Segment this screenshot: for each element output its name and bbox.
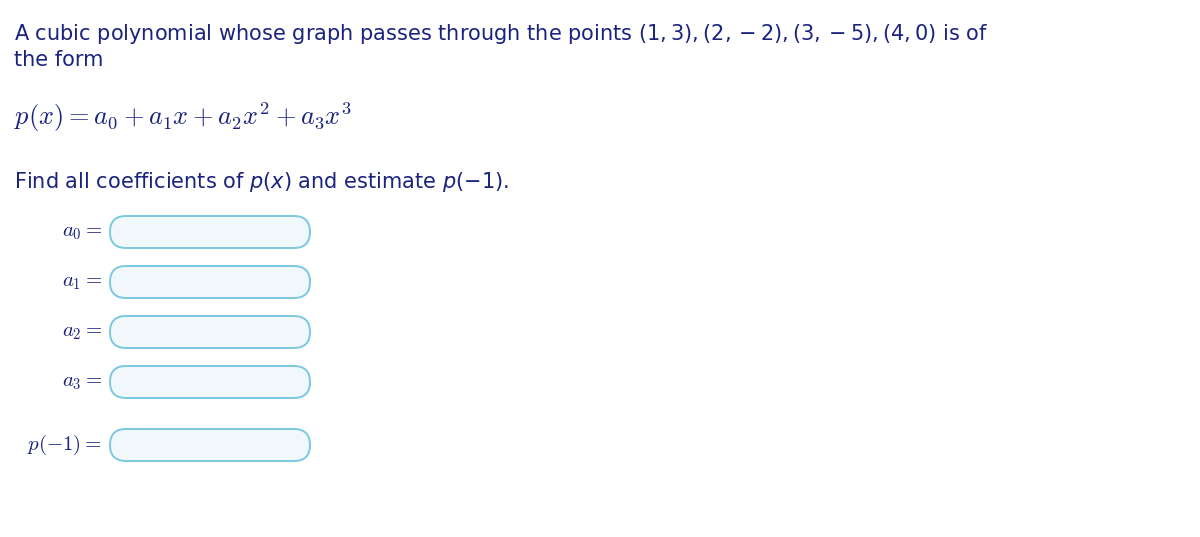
FancyBboxPatch shape [110,216,310,248]
Text: $a_1 =$: $a_1 =$ [61,272,102,292]
Text: $p(-1) =$: $p(-1) =$ [28,433,102,457]
FancyBboxPatch shape [110,366,310,398]
Text: $a_0 =$: $a_0 =$ [61,222,102,242]
Text: Find all coefficients of $p(x)$ and estimate $p(-1)$.: Find all coefficients of $p(x)$ and esti… [14,170,509,194]
Text: the form: the form [14,50,103,70]
Text: A cubic polynomial whose graph passes through the points $(1, 3), (2, -2), (3, -: A cubic polynomial whose graph passes th… [14,22,989,46]
Text: $p(x) = a_0 + a_1 x + a_2 x^2 + a_3 x^3$: $p(x) = a_0 + a_1 x + a_2 x^2 + a_3 x^3$ [14,100,352,134]
FancyBboxPatch shape [110,316,310,348]
Text: $a_2 =$: $a_2 =$ [61,322,102,342]
Text: $a_3 =$: $a_3 =$ [61,372,102,392]
FancyBboxPatch shape [110,429,310,461]
FancyBboxPatch shape [110,266,310,298]
